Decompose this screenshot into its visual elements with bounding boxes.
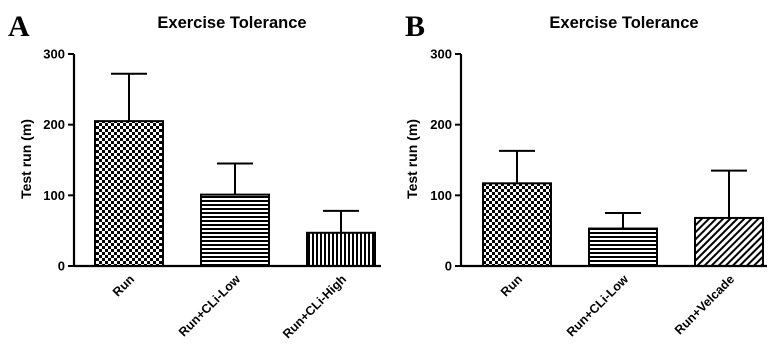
category-label: Run+Velcade <box>672 272 737 337</box>
y-tick-label: 200 <box>430 117 452 132</box>
y-ticks-a: 0 100 200 300 <box>43 47 74 274</box>
category-label: Run <box>498 272 525 299</box>
error-bars-a <box>111 72 359 233</box>
panel-letter-a: A <box>8 10 30 43</box>
chart-title-b: Exercise Tolerance <box>549 14 698 32</box>
y-tick-label: 0 <box>445 259 452 274</box>
y-tick-label: 300 <box>43 47 65 62</box>
bar-run <box>94 120 164 267</box>
category-label: Run+CLi-Low <box>176 272 243 339</box>
y-axis-label-a: Test run (m) <box>18 119 34 199</box>
bars-b <box>482 182 764 268</box>
y-tick-label: 200 <box>43 117 65 132</box>
category-labels-a: Run Run+CLi-Low Run+CLi-High <box>110 272 349 341</box>
bar-run-cli-low <box>200 193 270 267</box>
y-tick-label: 100 <box>430 188 452 203</box>
category-label: Run+CLi-High <box>280 272 349 341</box>
axes-a <box>72 54 381 268</box>
axes-b <box>459 54 767 268</box>
bar-run-cli-high <box>306 231 376 267</box>
chart-panel-a: A Exercise Tolerance Test run (m) 0 100 20… <box>8 10 381 341</box>
category-label: Run <box>110 272 137 299</box>
y-axis-label-b: Test run (m) <box>404 119 420 199</box>
panel-letter-b: B <box>405 10 425 43</box>
bar-run-cli-low <box>588 227 658 267</box>
bar-run-velcade <box>694 216 764 268</box>
category-label: Run+CLi-Low <box>564 272 631 339</box>
error-bars-b <box>499 149 747 229</box>
y-tick-label: 0 <box>58 259 65 274</box>
y-ticks-b: 0 100 200 300 <box>430 47 461 274</box>
category-labels-b: Run Run+CLi-Low Run+Velcade <box>498 272 737 339</box>
chart-panel-b: B Exercise Tolerance Test run (m) 0 100 20… <box>404 10 767 339</box>
y-tick-label: 100 <box>43 188 65 203</box>
y-tick-label: 300 <box>430 47 452 62</box>
chart-title-a: Exercise Tolerance <box>157 14 306 32</box>
bar-run <box>482 182 552 268</box>
